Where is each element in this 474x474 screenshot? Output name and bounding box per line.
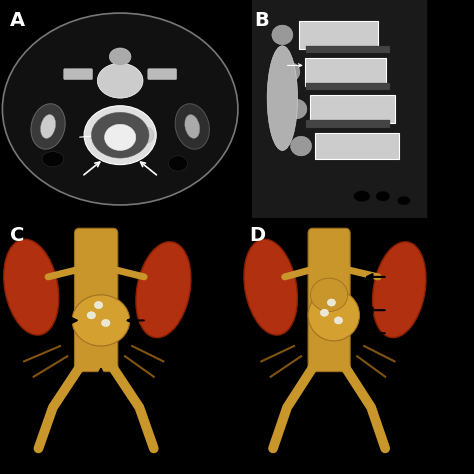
Ellipse shape (244, 239, 298, 335)
Text: B: B (255, 11, 269, 30)
Ellipse shape (84, 106, 156, 164)
Ellipse shape (291, 137, 311, 156)
Ellipse shape (31, 104, 65, 149)
Bar (306, 120, 390, 128)
Ellipse shape (376, 191, 390, 201)
FancyBboxPatch shape (252, 0, 427, 218)
Ellipse shape (41, 115, 55, 138)
Text: C: C (9, 226, 24, 245)
Ellipse shape (2, 13, 238, 205)
Ellipse shape (109, 48, 131, 65)
Ellipse shape (267, 46, 298, 150)
Ellipse shape (91, 112, 149, 158)
Ellipse shape (175, 104, 210, 149)
Ellipse shape (373, 242, 426, 337)
FancyBboxPatch shape (74, 228, 118, 372)
Ellipse shape (94, 301, 103, 309)
Ellipse shape (308, 290, 359, 341)
Ellipse shape (105, 124, 136, 150)
Ellipse shape (136, 242, 191, 337)
Ellipse shape (185, 115, 200, 138)
Ellipse shape (328, 299, 336, 306)
Bar (310, 95, 394, 123)
Ellipse shape (279, 62, 300, 82)
Ellipse shape (42, 152, 64, 167)
FancyBboxPatch shape (64, 69, 92, 80)
Text: D: D (250, 226, 266, 245)
Ellipse shape (320, 309, 328, 316)
Bar (315, 133, 399, 159)
FancyBboxPatch shape (308, 228, 350, 372)
Ellipse shape (286, 99, 307, 119)
Ellipse shape (354, 191, 370, 202)
Bar (306, 46, 390, 54)
Ellipse shape (272, 25, 293, 45)
FancyBboxPatch shape (148, 69, 177, 80)
Bar (306, 83, 390, 91)
Ellipse shape (4, 239, 59, 335)
Ellipse shape (398, 196, 410, 205)
Bar (305, 58, 386, 86)
Ellipse shape (101, 319, 110, 327)
Ellipse shape (72, 295, 130, 346)
Ellipse shape (334, 317, 343, 324)
Ellipse shape (87, 312, 96, 319)
Ellipse shape (168, 156, 187, 171)
Ellipse shape (135, 127, 154, 144)
Text: A: A (9, 11, 25, 30)
Bar (299, 21, 378, 49)
Ellipse shape (97, 63, 143, 98)
Ellipse shape (310, 278, 348, 311)
